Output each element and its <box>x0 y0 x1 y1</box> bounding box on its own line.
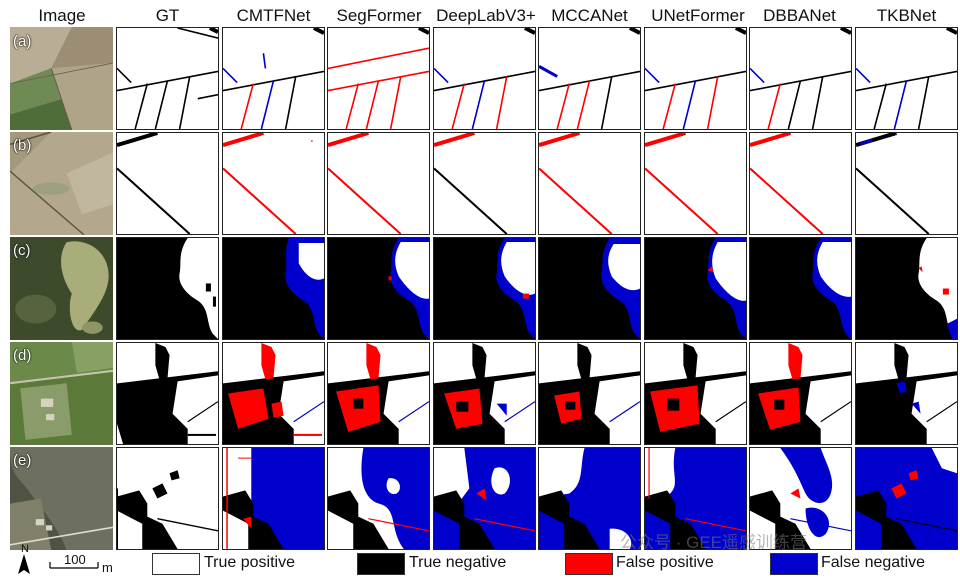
pred-dbbanet-c <box>749 237 852 340</box>
pred-tkbnet-e <box>855 447 958 550</box>
legend-label-true-negative: True negative <box>409 554 507 571</box>
aerial-image-e <box>10 447 113 550</box>
pred-deeplabv3plus-c <box>433 237 536 340</box>
aerial-image-a <box>10 27 113 130</box>
legend-label-true-positive: True positive <box>204 554 295 571</box>
aerial-image-c <box>10 237 113 340</box>
gt-d <box>116 342 219 445</box>
pred-unetformer-e <box>644 447 747 550</box>
aerial-image-d <box>10 342 113 445</box>
pred-cmtfnet-e <box>222 447 325 550</box>
pred-segformer-a <box>327 27 430 130</box>
pred-dbbanet-a <box>749 27 852 130</box>
pred-segformer-e <box>327 447 430 550</box>
gt-a <box>116 27 219 130</box>
pred-deeplabv3plus-b <box>433 132 536 235</box>
pred-tkbnet-a <box>855 27 958 130</box>
legend-swatch-false-positive <box>565 553 613 575</box>
pred-cmtfnet-a <box>222 27 325 130</box>
header-cmtfnet: CMTFNet <box>236 6 311 25</box>
pred-segformer-b <box>327 132 430 235</box>
aerial-image-b <box>10 132 113 235</box>
north-arrow-icon <box>18 554 99 574</box>
scale-bar: N 100 m <box>14 543 124 580</box>
pred-unetformer-a <box>644 27 747 130</box>
pred-mccanet-a <box>538 27 641 130</box>
legend-swatch-false-negative <box>770 553 818 575</box>
pred-dbbanet-d <box>749 342 852 445</box>
pred-tkbnet-d <box>855 342 958 445</box>
pred-unetformer-d <box>644 342 747 445</box>
row-label-c: (c) <box>13 242 31 259</box>
legend-swatch-true-negative <box>357 553 405 575</box>
header-deeplabv3plus: DeepLabV3+ <box>436 6 536 25</box>
pred-unetformer-c <box>644 237 747 340</box>
header-tkbnet: TKBNet <box>876 6 937 25</box>
header-segformer: SegFormer <box>336 6 422 25</box>
pred-segformer-d <box>327 342 430 445</box>
gt-e <box>116 447 219 550</box>
scale-unit: m <box>102 560 113 575</box>
pred-mccanet-b <box>538 132 641 235</box>
gt-c <box>116 237 219 340</box>
pred-unetformer-b <box>644 132 747 235</box>
pred-mccanet-c <box>538 237 641 340</box>
pred-deeplabv3plus-e <box>433 447 536 550</box>
row-label-d: (d) <box>13 347 32 364</box>
row-label-b: (b) <box>13 137 32 154</box>
watermark: 公众号 · GEE遥感训练营 <box>620 533 808 552</box>
row-label-e: (e) <box>13 452 32 469</box>
header-image: Image <box>38 6 86 25</box>
pred-tkbnet-b <box>855 132 958 235</box>
pred-mccanet-e <box>538 447 641 550</box>
pred-deeplabv3plus-d <box>433 342 536 445</box>
pred-mccanet-d <box>538 342 641 445</box>
pred-dbbanet-b <box>749 132 852 235</box>
pred-dbbanet-e <box>749 447 852 550</box>
row-label-a: (a) <box>13 33 32 50</box>
header-mccanet: MCCANet <box>551 6 628 25</box>
legend-label-false-positive: False positive <box>616 554 714 571</box>
pred-cmtfnet-c <box>222 237 325 340</box>
pred-cmtfnet-d <box>222 342 325 445</box>
north-label: N <box>21 543 29 555</box>
scale-value: 100 <box>64 552 86 567</box>
pred-deeplabv3plus-a <box>433 27 536 130</box>
header-gt: GT <box>155 6 180 25</box>
legend-label-false-negative: False negative <box>821 554 926 571</box>
pred-cmtfnet-b <box>222 132 325 235</box>
pred-segformer-c <box>327 237 430 340</box>
pred-tkbnet-c <box>855 237 958 340</box>
legend-swatch-true-positive <box>152 553 200 575</box>
gt-b <box>116 132 219 235</box>
header-dbbanet: DBBANet <box>763 6 836 25</box>
header-unetformer: UNetFormer <box>651 6 745 25</box>
